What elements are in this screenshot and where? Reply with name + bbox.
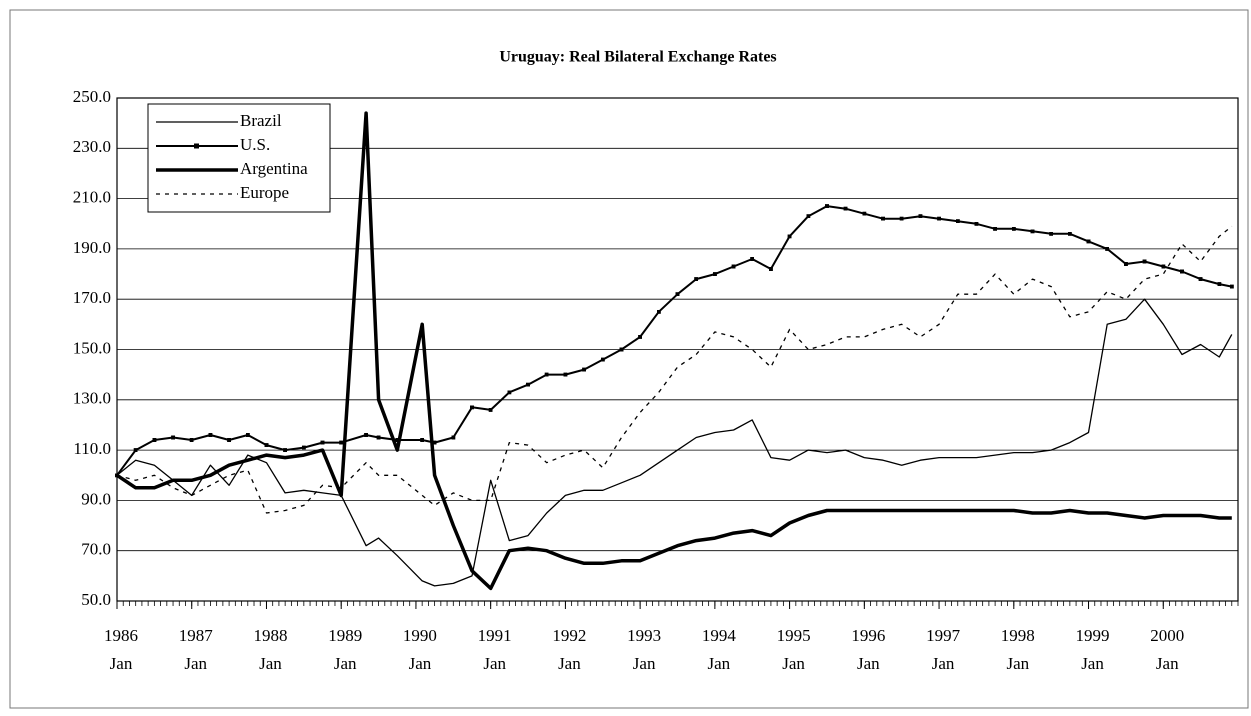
y-tick-label: 70.0	[81, 540, 111, 559]
y-tick-label: 90.0	[81, 489, 111, 508]
x-tick-sublabel: Jan	[782, 654, 805, 673]
x-tick-sublabel: Jan	[1081, 654, 1104, 673]
x-tick-label: 2000	[1150, 626, 1184, 645]
x-tick-label: 1999	[1076, 626, 1110, 645]
x-tick-label: 1993	[627, 626, 661, 645]
y-tick-label: 170.0	[73, 288, 111, 307]
series-line	[116, 111, 1232, 591]
x-tick-sublabel: Jan	[184, 654, 207, 673]
x-tick-label: 1994	[702, 626, 737, 645]
x-tick-sublabel: Jan	[708, 654, 731, 673]
x-tick-sublabel: Jan	[558, 654, 581, 673]
x-tick-label: 1987	[179, 626, 214, 645]
x-tick-sublabel: Jan	[932, 654, 955, 673]
legend-label: Europe	[240, 183, 289, 202]
series-line	[115, 204, 1234, 478]
x-tick-label: 1990	[403, 626, 437, 645]
y-tick-label: 190.0	[73, 238, 111, 257]
x-tick-label: 1992	[552, 626, 586, 645]
x-tick-sublabel: Jan	[633, 654, 656, 673]
x-tick-label: 1997	[926, 626, 961, 645]
y-tick-label: 210.0	[73, 188, 111, 207]
legend-label: Brazil	[240, 111, 282, 130]
y-tick-label: 230.0	[73, 137, 111, 156]
x-tick-sublabel: Jan	[857, 654, 880, 673]
series-line	[116, 225, 1233, 514]
legend-label: Argentina	[240, 159, 308, 178]
x-tick-label: 1995	[777, 626, 811, 645]
legend-marker	[194, 143, 199, 149]
x-tick-label: 1996	[851, 626, 885, 645]
frame	[9, 9, 1249, 709]
legend-label: U.S.	[240, 135, 270, 154]
x-tick-label: 1998	[1001, 626, 1035, 645]
x-tick-label: 1989	[328, 626, 362, 645]
y-tick-label: 150.0	[73, 338, 111, 357]
x-tick-label: 1988	[253, 626, 287, 645]
y-tick-label: 50.0	[81, 590, 111, 609]
y-tick-label: 250.0	[73, 87, 111, 106]
x-tick-sublabel: Jan	[483, 654, 506, 673]
x-tick-label: 1986	[104, 626, 138, 645]
y-tick-label: 110.0	[73, 439, 111, 458]
y-tick-label: 130.0	[73, 389, 111, 408]
x-tick-sublabel: Jan	[1006, 654, 1029, 673]
x-tick-sublabel: Jan	[1156, 654, 1179, 673]
series-line	[116, 298, 1233, 587]
x-tick-sublabel: Jan	[259, 654, 282, 673]
x-tick-sublabel: Jan	[110, 654, 133, 673]
x-tick-label: 1991	[478, 626, 512, 645]
chart-title: Uruguay: Real Bilateral Exchange Rates	[499, 49, 776, 66]
x-tick-sublabel: Jan	[334, 654, 357, 673]
x-tick-sublabel: Jan	[409, 654, 432, 673]
